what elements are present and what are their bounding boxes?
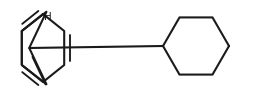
Text: H: H — [44, 12, 51, 22]
